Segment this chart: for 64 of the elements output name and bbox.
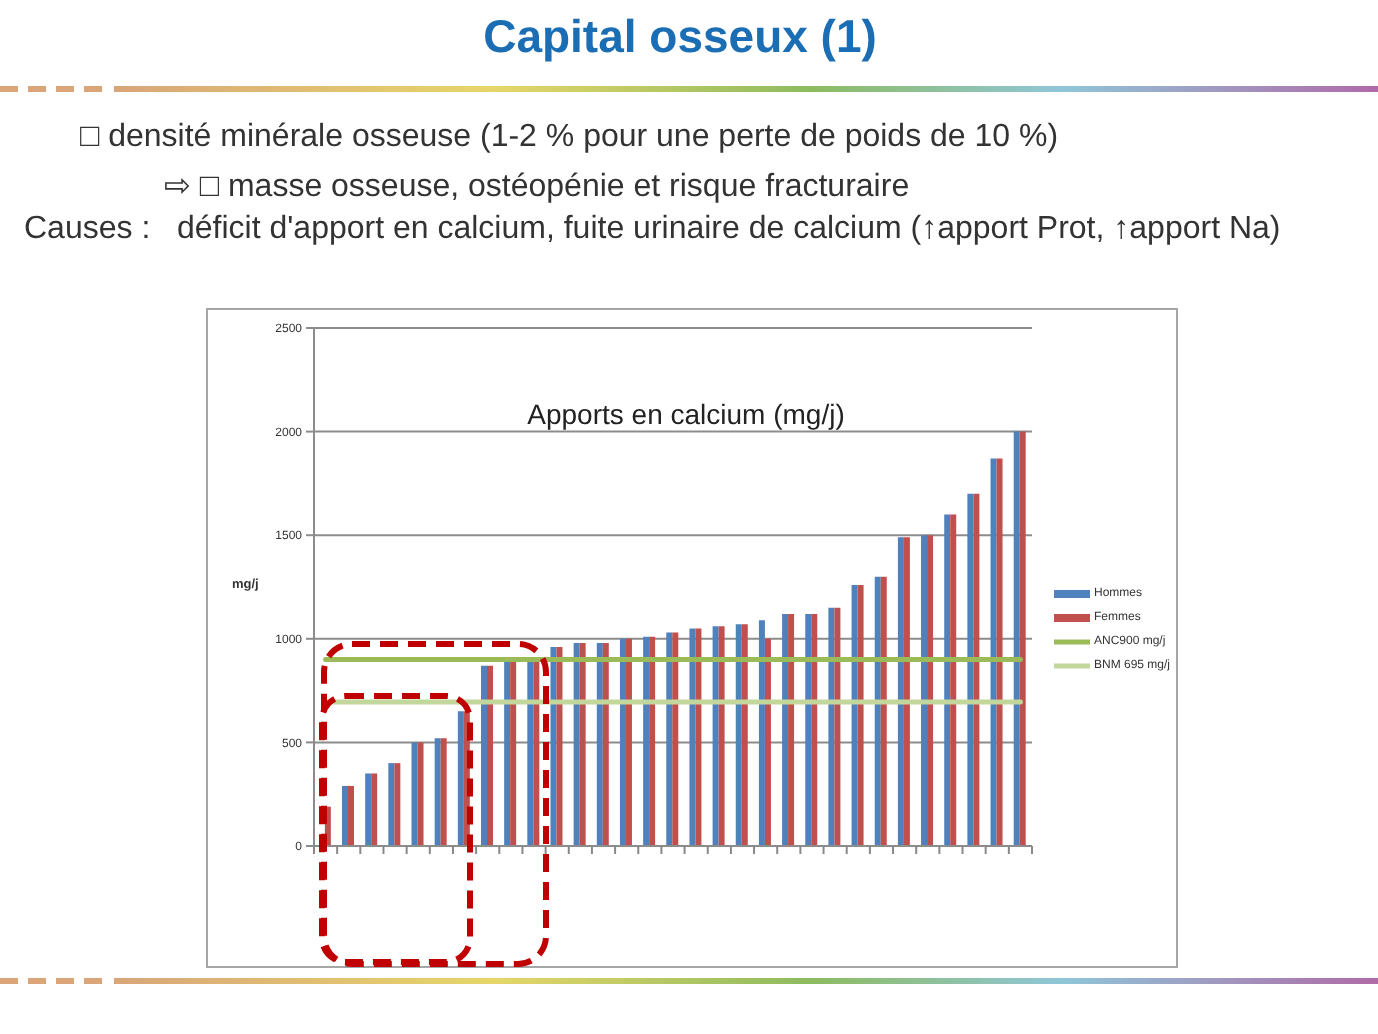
bar xyxy=(527,661,534,846)
bar xyxy=(619,638,626,846)
bar xyxy=(486,665,493,846)
bar xyxy=(874,576,881,846)
bar xyxy=(596,642,603,846)
bar xyxy=(504,661,511,846)
bar xyxy=(417,742,424,846)
bar xyxy=(550,647,557,846)
text: Causes : déficit d'apport en calcium, fuite urinaire de calcium (↑apport Prot, ↑apport Na) xyxy=(24,212,1281,248)
bar xyxy=(556,647,563,846)
bar xyxy=(996,458,1003,846)
bar xyxy=(348,785,355,846)
bar xyxy=(712,626,719,846)
bar xyxy=(990,458,997,846)
bar xyxy=(434,738,441,846)
bar xyxy=(695,628,702,846)
bar xyxy=(735,624,742,846)
bar xyxy=(1013,431,1020,846)
bar xyxy=(666,632,673,846)
bar xyxy=(921,535,928,846)
bar xyxy=(764,638,771,846)
bar xyxy=(649,636,656,846)
bar xyxy=(480,665,487,846)
bar xyxy=(811,613,818,846)
bar xyxy=(1019,431,1026,846)
bar xyxy=(828,607,835,846)
bar xyxy=(625,638,632,846)
bar xyxy=(388,763,395,846)
bar xyxy=(342,785,349,846)
bar xyxy=(851,584,858,846)
bar xyxy=(533,661,540,846)
bar xyxy=(973,493,980,846)
bar xyxy=(411,742,418,846)
text: □ densité minérale osseuse (1-2 % pour une perte de poids de 10 %) xyxy=(80,120,1059,156)
bar xyxy=(741,624,748,846)
chart-title: Capital osseux (1) xyxy=(481,10,879,64)
bar xyxy=(967,493,974,846)
bar xyxy=(602,642,609,846)
bar xyxy=(394,763,401,846)
bar xyxy=(371,773,378,846)
bar xyxy=(788,613,795,846)
bar xyxy=(643,636,650,846)
bar xyxy=(927,535,934,846)
text: Apports en calcium (mg/j) xyxy=(525,398,847,430)
bar xyxy=(758,620,765,846)
bar xyxy=(365,773,372,846)
bar xyxy=(897,537,904,846)
bar xyxy=(440,738,447,846)
bar xyxy=(573,642,580,846)
bar xyxy=(457,711,464,846)
bar xyxy=(672,632,679,846)
text: ⇨ □ masse osseuse, ostéopénie et risque fracturaire xyxy=(164,168,910,206)
bar xyxy=(834,607,841,846)
bar xyxy=(782,613,789,846)
bar xyxy=(579,642,586,846)
bar xyxy=(857,584,864,846)
bar xyxy=(944,514,951,846)
bar xyxy=(903,537,910,846)
bar xyxy=(689,628,696,846)
bar xyxy=(950,514,957,846)
bar xyxy=(510,661,517,846)
bar xyxy=(805,613,812,846)
bar xyxy=(880,576,887,846)
bar xyxy=(718,626,725,846)
